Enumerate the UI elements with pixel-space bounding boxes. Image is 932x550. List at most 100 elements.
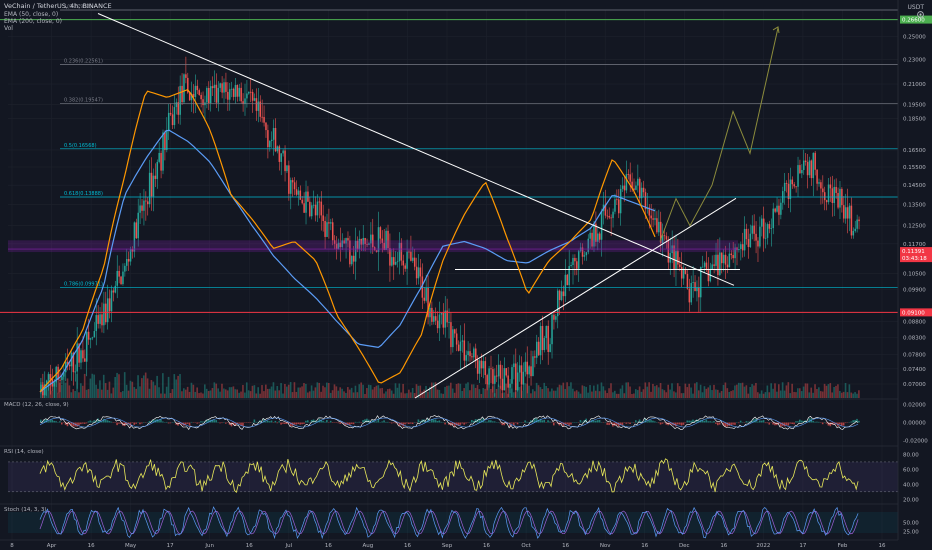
macd-histogram-bar [177,422,179,426]
price-tick-label: 0.07000 [903,382,926,388]
ema200-legend[interactable]: EMA (200, close, 0) [4,18,63,25]
candle-body [518,365,521,373]
macd-histogram-bar [732,422,734,425]
gear-icon[interactable] [916,10,925,19]
volume-bar [768,392,771,398]
volume-bar [326,382,328,398]
candle-body [755,233,757,241]
macd-histogram-bar [606,422,608,425]
macd-histogram-bar [821,422,824,425]
candle-body [120,276,122,285]
candle-body [343,240,345,244]
macd-histogram-bar [491,421,494,423]
candle-body [680,266,683,279]
volume-bar [675,392,677,398]
volume-bar [373,387,376,398]
volume-bar [291,392,294,398]
volume-bar [352,392,355,398]
candle-body [452,329,454,348]
candle-body [694,282,696,292]
macd-histogram-bar [299,422,301,425]
macd-histogram-bar [778,422,780,425]
ema50-legend[interactable]: EMA (50, close, 0) [4,11,59,18]
candle-body [770,228,773,229]
candle-body [717,254,719,275]
candle-body [562,291,565,297]
candle-body [381,238,384,243]
volume-bar [812,392,814,398]
candle-body [757,240,759,247]
volume-bar [282,393,284,398]
volume-bar [102,374,105,398]
candle-body [263,117,265,123]
volume-bar [62,374,65,398]
candle-body [330,222,332,224]
macd-histogram-bar [829,422,832,427]
candle-body [467,351,469,356]
volume-bar [774,383,776,398]
price-tick-label: 0.08300 [903,335,926,341]
candle-body [785,182,788,184]
candle-body [177,102,180,115]
candle-body [652,218,654,220]
macd-histogram-bar [154,419,157,423]
volume-bar [404,393,406,398]
volume-bar [350,387,353,398]
volume-bar [736,384,738,398]
volume-bar [70,392,73,398]
macd-histogram-bar [364,419,366,423]
volume-bar [427,391,429,398]
macd-histogram-bar [280,422,282,425]
candle-body [494,375,496,384]
volume-bar [572,388,574,398]
volume-bar [758,393,761,398]
volume-bar [657,387,660,398]
candle-body [747,239,750,248]
pane-title: MACD (12, 26, close, 9) [4,402,69,408]
candle-body [160,152,162,171]
macd-histogram-bar [141,422,143,424]
volume-bar [253,385,256,398]
volume-bar [776,391,778,398]
candle-body [259,101,262,117]
candle-body [394,261,397,265]
volume-bar [516,383,519,398]
volume-bar [167,376,170,398]
candle-body [856,219,858,229]
macd-histogram-bar [310,419,313,423]
macd-histogram-bar [232,422,235,425]
candle-body [665,236,668,240]
macd-histogram-bar [680,422,683,426]
time-tick-label: 16 [246,543,253,549]
time-tick-label: Sep [442,543,453,549]
macd-histogram-bar [358,421,361,423]
volume-bar [575,390,578,398]
candle-body [549,344,551,353]
macd-histogram-bar [501,422,504,426]
candle-body [249,91,252,93]
macd-histogram-bar [221,422,223,424]
volume-bar [219,391,221,398]
candle-body [389,248,391,266]
macd-histogram-bar [43,419,46,423]
volume-bar [640,391,643,398]
candle-body [230,88,233,90]
macd-histogram-bar [47,421,50,423]
macd-histogram-bar [648,420,650,423]
volume-bar [369,385,372,398]
candle-body [406,251,408,269]
volume-bar [528,385,530,398]
volume-legend[interactable]: Vol [4,25,13,32]
candle-body [707,269,710,282]
candle-body [776,205,778,212]
macd-histogram-bar [852,420,854,423]
price-tag [900,15,932,24]
macd-histogram-bar [305,420,307,423]
volume-bar [850,392,853,398]
volume-bar [104,383,107,398]
price-tick-label: 0.14500 [903,183,926,189]
candle-body [745,228,748,240]
volume-bar [156,375,158,398]
macd-histogram-bar [85,422,88,424]
